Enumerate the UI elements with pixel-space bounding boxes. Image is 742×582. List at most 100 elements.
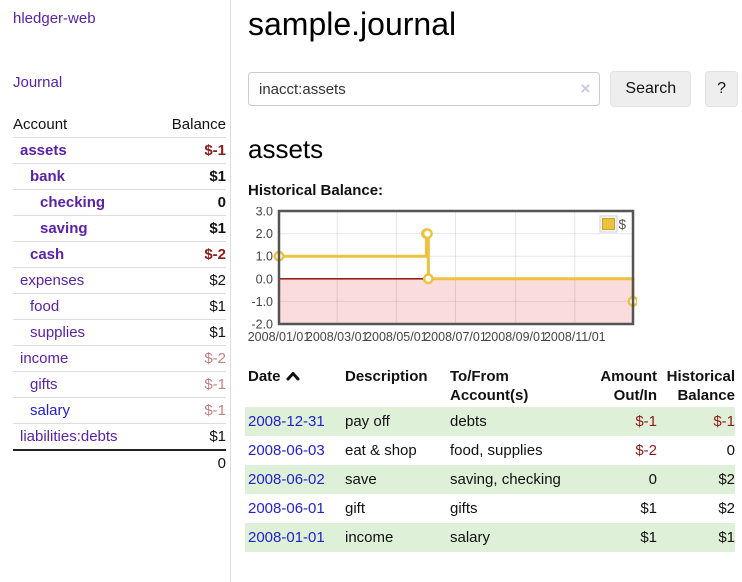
svg-text:$: $: [619, 217, 627, 232]
account-row: assets $-1: [13, 137, 226, 164]
register-balance-cell: $2: [718, 500, 735, 517]
account-link[interactable]: liabilities:debts: [20, 428, 118, 445]
account-link[interactable]: gifts: [30, 376, 58, 393]
register-description-cell: pay off: [345, 413, 390, 430]
register-description-cell: gift: [345, 500, 366, 517]
account-row: bank $1: [13, 163, 226, 190]
register-balance-cell: $1: [718, 529, 735, 546]
account-link[interactable]: supplies: [30, 324, 86, 341]
register-balance-cell: $-1: [713, 413, 735, 430]
account-row: checking 0: [13, 189, 226, 216]
account-cell: expenses: [13, 268, 153, 294]
accounts-total-value: 0: [153, 449, 226, 476]
account-balance: $-2: [204, 350, 226, 367]
account-cell: cash: [13, 242, 153, 268]
svg-text:0.0: 0.0: [256, 272, 273, 286]
account-row: supplies $1: [13, 319, 226, 346]
accounts-table: Account Balance assets $-1 bank $1 checking 0…: [13, 112, 226, 476]
account-balance: $1: [209, 168, 226, 185]
register-date-cell: 2008-01-01: [245, 523, 345, 552]
register-accounts-cell: salary: [450, 529, 491, 546]
register-amount-cell: $-2: [635, 442, 657, 459]
transaction-date-link[interactable]: 2008-01-01: [248, 529, 325, 546]
clear-search-icon[interactable]: ×: [580, 79, 591, 98]
account-cell: assets: [13, 138, 153, 164]
account-cell: saving: [13, 216, 153, 242]
register-accounts-cell: gifts: [450, 500, 478, 517]
account-balance: $-2: [204, 246, 226, 263]
svg-text:-1.0: -1.0: [251, 295, 273, 309]
search-input[interactable]: [248, 72, 601, 106]
account-row: cash $-2: [13, 241, 226, 268]
account-link[interactable]: assets: [20, 142, 67, 159]
svg-text:1.0: 1.0: [256, 250, 273, 264]
svg-text:2008/11/01: 2008/11/01: [544, 330, 606, 344]
transaction-date-link[interactable]: 2008-06-02: [248, 471, 325, 488]
account-link[interactable]: bank: [30, 168, 66, 185]
register-table: Date Description To/From Account(s) Amou…: [245, 365, 735, 552]
register-accounts-cell: saving, checking: [450, 471, 561, 488]
register-header-balance: Historical Balance: [666, 368, 735, 404]
search-button[interactable]: Search: [610, 71, 692, 107]
app-title-link[interactable]: hledger-web: [13, 10, 96, 27]
register-row: 2008-06-01 gift gifts $1 $2: [245, 494, 735, 523]
account-balance: $-1: [204, 402, 226, 419]
accounts-header-account: Account: [13, 116, 68, 133]
register-header-row: Date Description To/From Account(s) Amou…: [245, 365, 735, 407]
account-heading: assets: [248, 134, 324, 164]
register-date-cell: 2008-06-01: [245, 494, 345, 523]
account-cell: checking: [13, 190, 153, 216]
transaction-date-link[interactable]: 2008-06-01: [248, 500, 325, 517]
svg-text:2008/07/01: 2008/07/01: [424, 330, 487, 344]
account-balance: $1: [209, 324, 226, 341]
register-accounts-cell: debts: [450, 413, 487, 430]
register-date-cell: 2008-06-02: [245, 465, 345, 494]
sidebar-item-journal[interactable]: Journal: [13, 74, 63, 91]
account-link[interactable]: cash: [30, 246, 65, 263]
account-row: saving $1: [13, 215, 226, 242]
svg-text:2008/03/01: 2008/03/01: [306, 330, 369, 344]
accounts-header-balance: Balance: [171, 116, 226, 133]
register-description-cell: save: [345, 471, 377, 488]
account-link[interactable]: salary: [30, 402, 71, 419]
transaction-date-link[interactable]: 2008-12-31: [248, 413, 325, 430]
svg-text:2008/05/01: 2008/05/01: [365, 330, 428, 344]
account-link[interactable]: income: [20, 350, 69, 367]
register-amount-cell: $1: [640, 500, 657, 517]
transaction-date-link[interactable]: 2008-06-03: [248, 442, 325, 459]
account-cell: food: [13, 294, 153, 320]
register-accounts-cell: food, supplies: [450, 442, 543, 459]
accounts-total-row: 0: [13, 449, 226, 476]
register-balance-cell: $2: [718, 471, 735, 488]
account-link[interactable]: checking: [40, 194, 106, 211]
sidebar: hledger-web Journal Account Balance asse…: [0, 0, 231, 582]
historical-balance-chart: $3.0 2.0 1.0 0.0 -1.0 -2.02008/01/012008/03/0…: [248, 207, 637, 344]
account-link[interactable]: saving: [40, 220, 88, 237]
register-amount-cell: 0: [648, 471, 657, 488]
account-cell: supplies: [13, 320, 153, 346]
register-header-date[interactable]: Date: [245, 365, 345, 407]
account-link[interactable]: expenses: [20, 272, 85, 289]
register-amount-cell: $-1: [635, 413, 657, 430]
help-button[interactable]: ?: [705, 71, 738, 107]
register-row: 2008-06-02 save saving, checking 0 $2: [245, 465, 735, 494]
account-balance: $2: [209, 272, 226, 289]
register-description-cell: income: [345, 529, 394, 546]
register-row: 2008-12-31 pay off debts $-1 $-1: [245, 407, 735, 436]
svg-text:2008/09/01: 2008/09/01: [484, 330, 547, 344]
account-cell: income: [13, 346, 153, 372]
register-balance-cell: 0: [726, 442, 735, 459]
account-link[interactable]: food: [30, 298, 60, 315]
register-row: 2008-06-03 eat & shop food, supplies $-2 0: [245, 436, 735, 465]
register-header-description: Description: [345, 368, 428, 385]
accounts-header-row: Account Balance: [13, 112, 226, 138]
register-amount-cell: $1: [640, 529, 657, 546]
svg-text:2008/01/01: 2008/01/01: [248, 330, 311, 344]
main-content: sample.journal × Search ? assets Histori…: [245, 0, 738, 552]
register-header-amount: Amount Out/In: [600, 368, 657, 404]
account-balance: $1: [209, 298, 226, 315]
accounts-total-spacer: [13, 449, 154, 476]
account-cell: salary: [13, 398, 153, 424]
account-row: liabilities:debts $1: [13, 423, 226, 451]
register-date-cell: 2008-06-03: [245, 436, 345, 465]
